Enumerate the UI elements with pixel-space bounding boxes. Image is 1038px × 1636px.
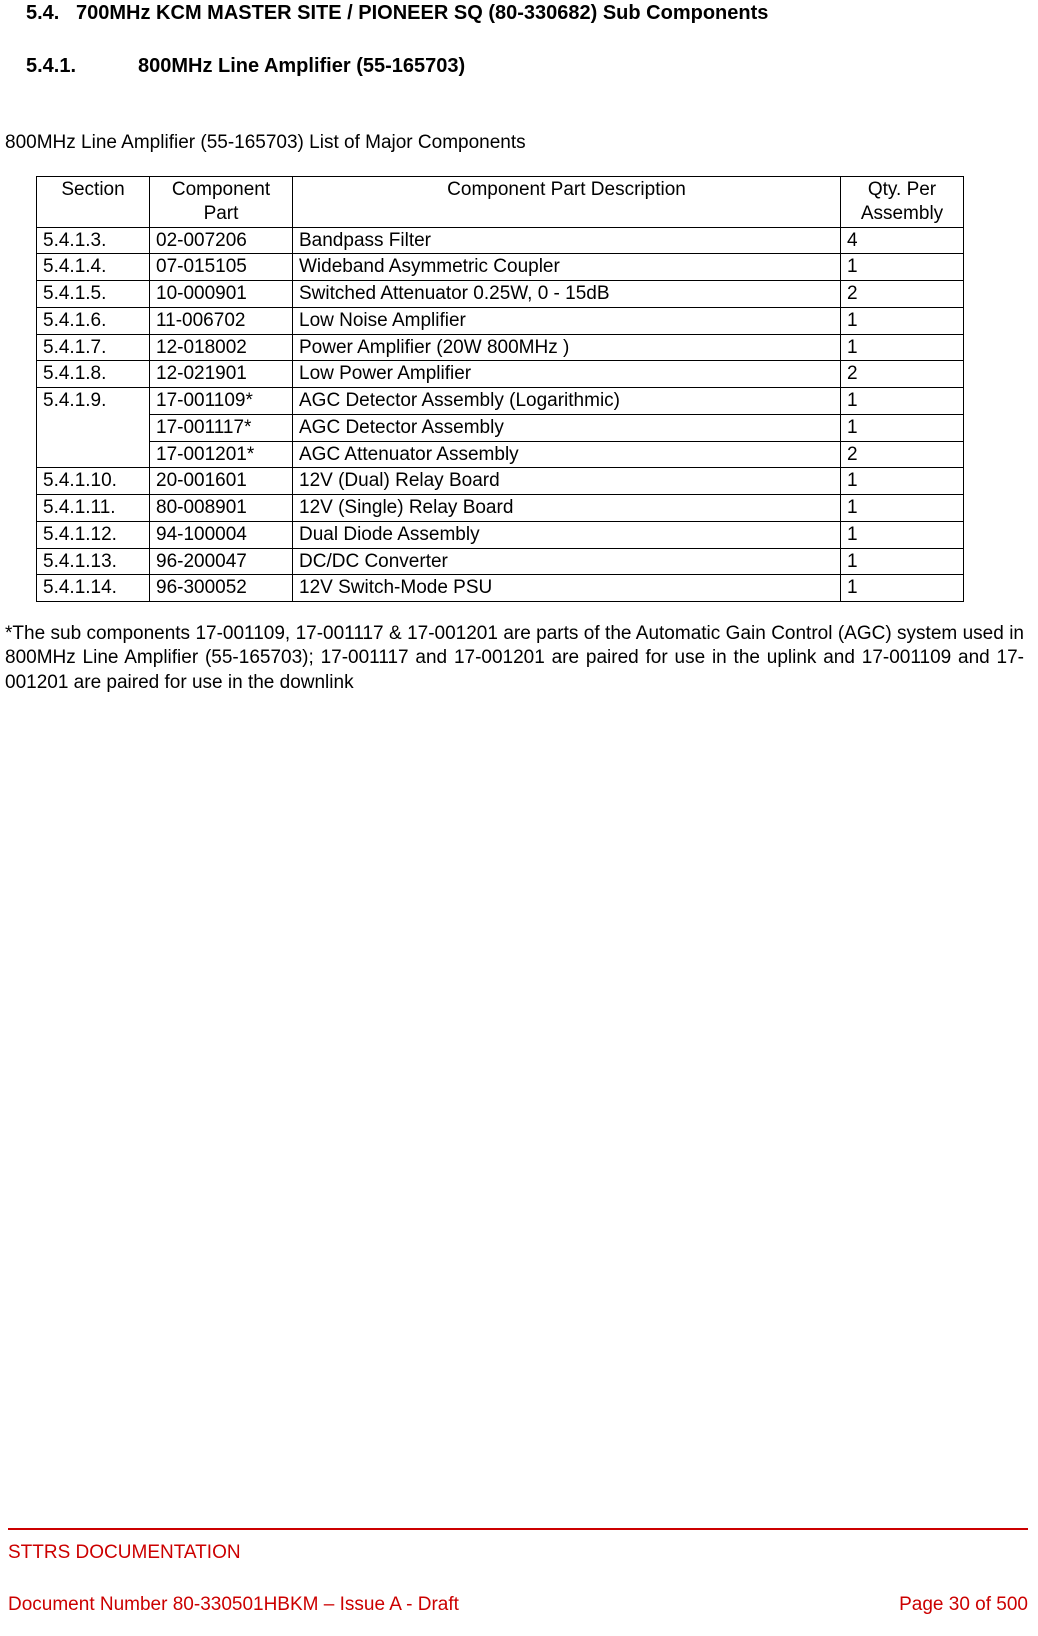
footer-page-number: Page 30 of 500: [899, 1594, 1028, 1616]
cell-desc: AGC Attenuator Assembly: [293, 441, 841, 468]
cell-qty: 4: [841, 227, 964, 254]
table-row: 5.4.1.12.94-100004Dual Diode Assembly1: [37, 521, 964, 548]
cell-desc: 12V (Dual) Relay Board: [293, 468, 841, 495]
table-row: 5.4.1.6.11-006702Low Noise Amplifier1: [37, 307, 964, 334]
cell-qty: 1: [841, 548, 964, 575]
cell-part: 20-001601: [150, 468, 293, 495]
cell-part: 02-007206: [150, 227, 293, 254]
cell-part: 10-000901: [150, 281, 293, 308]
table-body: 5.4.1.3.02-007206Bandpass Filter45.4.1.4…: [37, 227, 964, 602]
cell-section: 5.4.1.11.: [37, 495, 150, 522]
cell-section: 5.4.1.4.: [37, 254, 150, 281]
cell-qty: 1: [841, 468, 964, 495]
cell-section: 5.4.1.5.: [37, 281, 150, 308]
cell-part: 96-200047: [150, 548, 293, 575]
table-row: 5.4.1.7.12-018002Power Amplifier (20W 80…: [37, 334, 964, 361]
cell-section: 5.4.1.14.: [37, 575, 150, 602]
heading-5-4-num: 5.4.: [26, 2, 59, 24]
cell-desc: Wideband Asymmetric Coupler: [293, 254, 841, 281]
table-row: 5.4.1.14.96-30005212V Switch-Mode PSU1: [37, 575, 964, 602]
cell-part: 12-018002: [150, 334, 293, 361]
page-footer: STTRS DOCUMENTATION Document Number 80-3…: [8, 1528, 1028, 1616]
cell-qty: 1: [841, 521, 964, 548]
heading-5-4-text: 700MHz KCM MASTER SITE / PIONEER SQ (80-…: [76, 2, 768, 24]
components-table: Section Component Part Component Part De…: [36, 176, 964, 602]
footer-rule: [8, 1528, 1028, 1530]
cell-desc: Switched Attenuator 0.25W, 0 - 15dB: [293, 281, 841, 308]
footer-title: STTRS DOCUMENTATION: [8, 1542, 1028, 1564]
table-row: 5.4.1.10.20-00160112V (Dual) Relay Board…: [37, 468, 964, 495]
cell-qty: 2: [841, 361, 964, 388]
cell-part: 17-001117*: [150, 414, 293, 441]
cell-desc: AGC Detector Assembly (Logarithmic): [293, 388, 841, 415]
heading-5-4-1: 5.4.1.800MHz Line Amplifier (55-165703): [26, 55, 1028, 78]
cell-section: 5.4.1.6.: [37, 307, 150, 334]
heading-5-4-1-num: 5.4.1.: [26, 55, 138, 78]
cell-part: 80-008901: [150, 495, 293, 522]
cell-desc: DC/DC Converter: [293, 548, 841, 575]
th-qty: Qty. Per Assembly: [841, 177, 964, 228]
cell-section: 5.4.1.12.: [37, 521, 150, 548]
cell-desc: AGC Detector Assembly: [293, 414, 841, 441]
table-header-row: Section Component Part Component Part De…: [37, 177, 964, 228]
cell-qty: 1: [841, 307, 964, 334]
cell-part: 96-300052: [150, 575, 293, 602]
cell-qty: 1: [841, 388, 964, 415]
table-row: 5.4.1.13.96-200047DC/DC Converter1: [37, 548, 964, 575]
cell-section: 5.4.1.7.: [37, 334, 150, 361]
heading-5-4: 5.4. 700MHz KCM MASTER SITE / PIONEER SQ…: [26, 0, 1028, 25]
cell-qty: 2: [841, 281, 964, 308]
cell-qty: 2: [841, 441, 964, 468]
table-row: 5.4.1.5.10-000901Switched Attenuator 0.2…: [37, 281, 964, 308]
cell-section: 5.4.1.3.: [37, 227, 150, 254]
cell-part: 11-006702: [150, 307, 293, 334]
cell-desc: Dual Diode Assembly: [293, 521, 841, 548]
list-subtitle: 800MHz Line Amplifier (55-165703) List o…: [5, 132, 1028, 154]
cell-desc: Low Power Amplifier: [293, 361, 841, 388]
table-row: 5.4.1.8.12-021901Low Power Amplifier2: [37, 361, 964, 388]
table-row: 5.4.1.3.02-007206Bandpass Filter4: [37, 227, 964, 254]
table-row: 5.4.1.11.80-00890112V (Single) Relay Boa…: [37, 495, 964, 522]
cell-section: 5.4.1.8.: [37, 361, 150, 388]
cell-qty: 1: [841, 575, 964, 602]
cell-part: 17-001201*: [150, 441, 293, 468]
cell-section: 5.4.1.9.: [37, 388, 150, 468]
table-row: 17-001201*AGC Attenuator Assembly2: [37, 441, 964, 468]
cell-qty: 1: [841, 495, 964, 522]
cell-desc: 12V (Single) Relay Board: [293, 495, 841, 522]
cell-qty: 1: [841, 414, 964, 441]
cell-section: 5.4.1.10.: [37, 468, 150, 495]
cell-qty: 1: [841, 254, 964, 281]
cell-part: 17-001109*: [150, 388, 293, 415]
table-row: 17-001117*AGC Detector Assembly1: [37, 414, 964, 441]
footnote: *The sub components 17-001109, 17-001117…: [5, 622, 1028, 695]
th-part: Component Part: [150, 177, 293, 228]
cell-qty: 1: [841, 334, 964, 361]
cell-desc: Power Amplifier (20W 800MHz ): [293, 334, 841, 361]
table-row: 5.4.1.9.17-001109*AGC Detector Assembly …: [37, 388, 964, 415]
heading-5-4-1-text: 800MHz Line Amplifier (55-165703): [138, 55, 465, 77]
table-row: 5.4.1.4.07-015105Wideband Asymmetric Cou…: [37, 254, 964, 281]
cell-desc: 12V Switch-Mode PSU: [293, 575, 841, 602]
footer-doc-number: Document Number 80-330501HBKM – Issue A …: [8, 1594, 459, 1616]
cell-desc: Low Noise Amplifier: [293, 307, 841, 334]
cell-desc: Bandpass Filter: [293, 227, 841, 254]
cell-part: 94-100004: [150, 521, 293, 548]
cell-section: 5.4.1.13.: [37, 548, 150, 575]
cell-part: 07-015105: [150, 254, 293, 281]
th-desc: Component Part Description: [293, 177, 841, 228]
cell-part: 12-021901: [150, 361, 293, 388]
th-section: Section: [37, 177, 150, 228]
